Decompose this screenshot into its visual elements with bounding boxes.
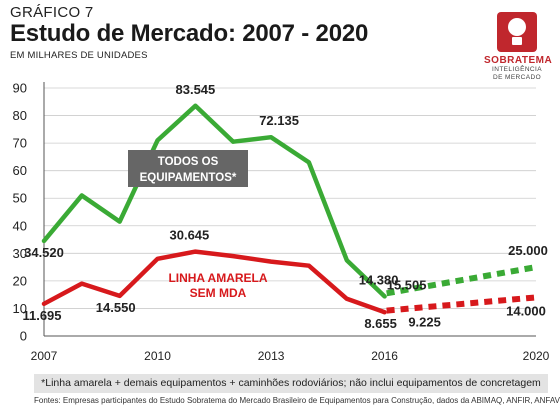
lightbulb-icon	[497, 12, 537, 52]
y-tick-label-0: 0	[20, 329, 27, 344]
series-label-green-line: EQUIPAMENTOS*	[140, 172, 237, 184]
series-label-red-line: SEM MDA	[190, 286, 247, 300]
y-tick-label-10: 10	[13, 301, 27, 316]
x-tick-label-2020: 2020	[523, 349, 550, 363]
grid-layer	[44, 87, 536, 309]
series-line-green	[41, 103, 387, 299]
data-label: 34.520	[24, 245, 64, 260]
y-tick-label-60: 60	[13, 163, 27, 178]
x-tick-label-2007: 2007	[31, 349, 58, 363]
series-label-green-line: TODOS OS	[158, 156, 219, 168]
axis-layer: 0 10 20 30 40 50 60 70 80 90 2007 2010 2013 2016 2020	[13, 81, 550, 364]
y-tick-label-40: 40	[13, 218, 27, 233]
series-forecast-green	[386, 264, 537, 297]
data-label: 11.695	[22, 308, 61, 323]
y-tick-label-30: 30	[13, 246, 27, 261]
chart-source: Fontes: Empresas participantes do Estudo…	[34, 396, 560, 405]
y-tick-label-80: 80	[13, 108, 27, 123]
chart-kicker: GRÁFICO 7	[10, 4, 94, 21]
x-tick-label-2010: 2010	[144, 349, 171, 363]
data-label: 30.645	[170, 228, 210, 243]
chart-header: GRÁFICO 7 Estudo de Mercado: 2007 - 2020…	[10, 4, 368, 61]
data-label: 15.505	[387, 277, 427, 292]
data-label: 83.545	[176, 82, 216, 97]
y-tick-label-70: 70	[13, 136, 27, 151]
data-label: 14.380	[359, 272, 399, 287]
series-forecast-red	[386, 294, 537, 314]
logo-name: SOBRATEMA	[484, 55, 553, 66]
data-label: 25.000	[508, 243, 548, 258]
series-label-red-line: LINHA AMARELA	[168, 271, 267, 285]
y-tick-label-50: 50	[13, 191, 27, 206]
data-label: 8.655	[364, 316, 397, 331]
x-tick-label-2016: 2016	[371, 349, 398, 363]
series-layer	[41, 103, 537, 315]
series-label-box-green	[128, 150, 248, 187]
data-label: 14.550	[96, 300, 136, 315]
data-label: 9.225	[408, 315, 441, 330]
chart-footnote: *Linha amarela + demais equipamentos + c…	[34, 374, 548, 393]
chart-subtitle: EM MILHARES DE UNIDADES	[10, 50, 148, 61]
chart-title: Estudo de Mercado: 2007 - 2020	[10, 20, 369, 47]
logo-tagline-1: INTELIGÊNCIA	[492, 66, 542, 73]
y-tick-label-90: 90	[13, 81, 27, 96]
series-line-red	[41, 249, 387, 315]
y-tick-label-20: 20	[13, 273, 27, 288]
data-label: 72.135	[259, 113, 299, 128]
data-label: 14.000	[506, 303, 546, 318]
x-tick-label-2013: 2013	[258, 349, 285, 363]
logo-tagline-2: DE MERCADO	[492, 74, 542, 81]
sobratema-logo: SOBRATEMA INTELIGÊNCIA DE MERCADO	[484, 12, 553, 82]
